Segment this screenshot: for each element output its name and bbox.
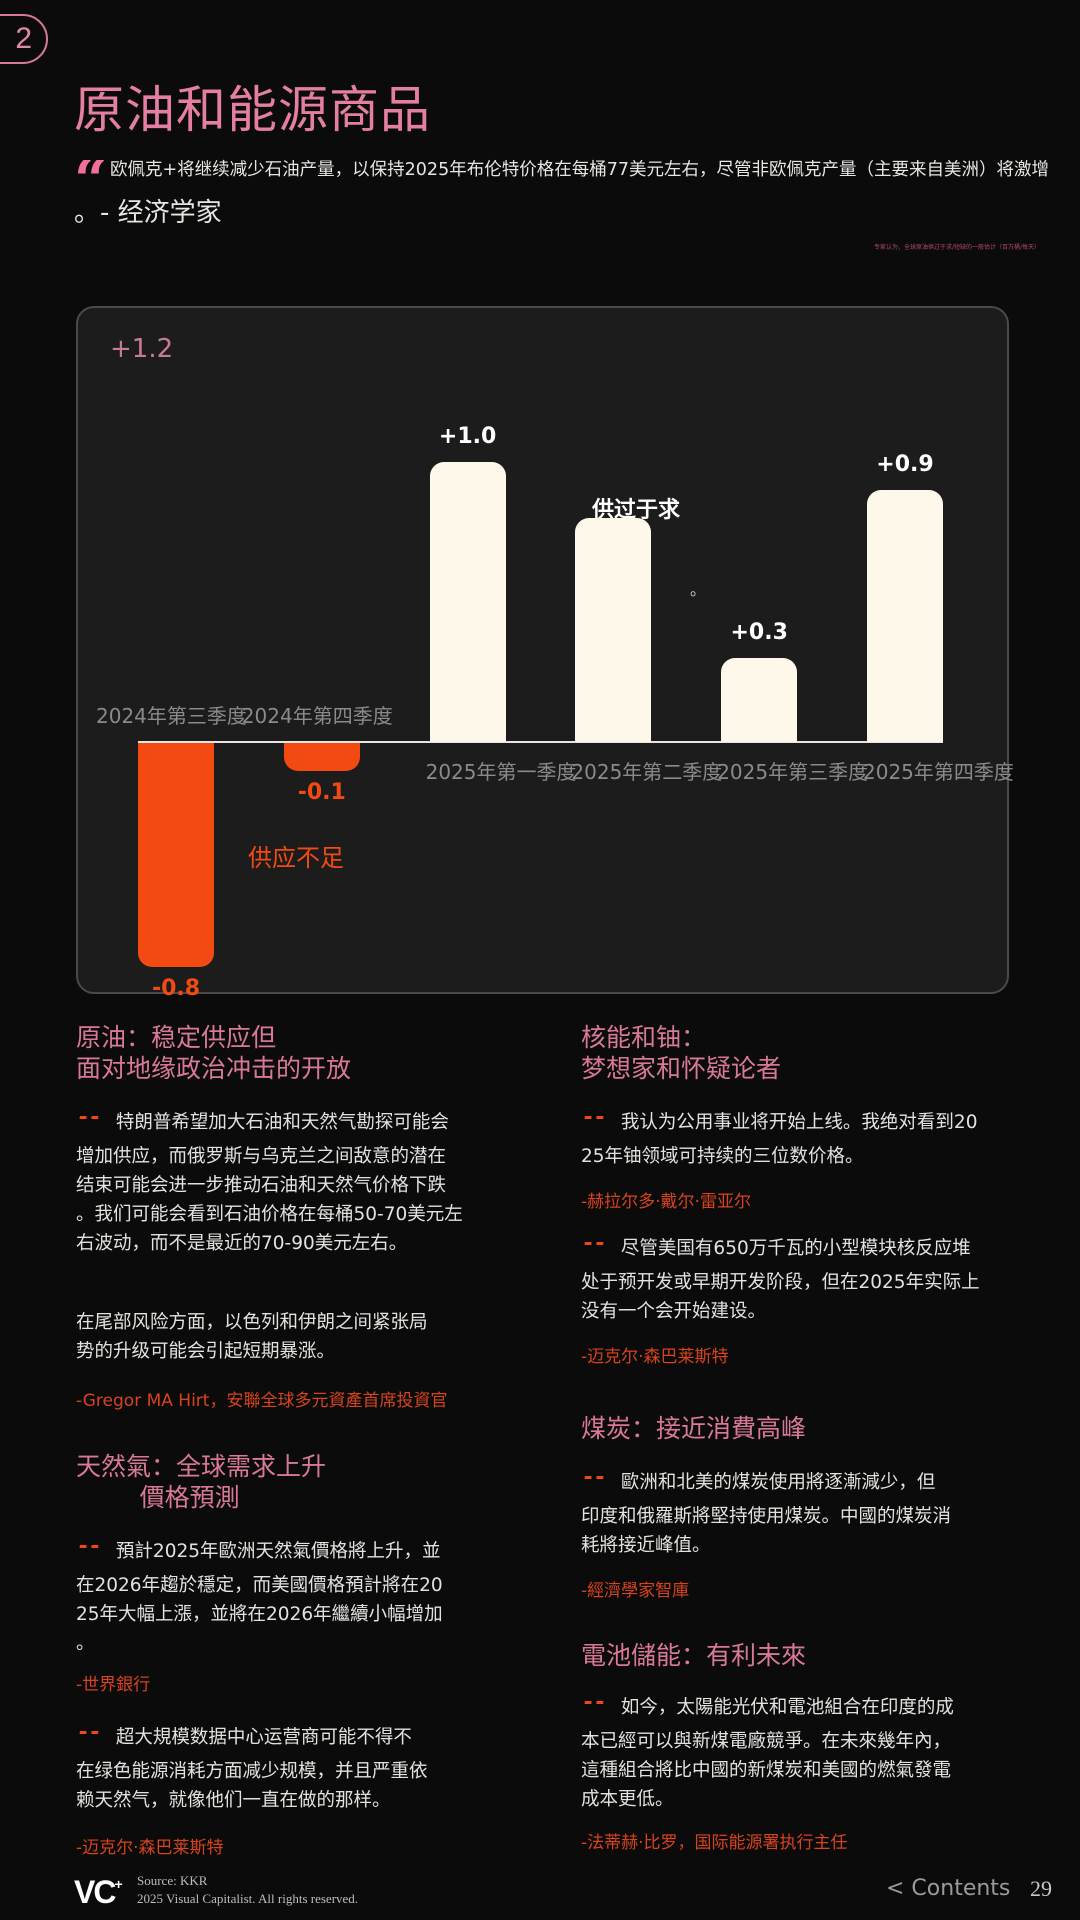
bar-2: [283, 743, 360, 771]
quote-icon: “: [581, 1701, 611, 1727]
source-text: Source: KKR: [137, 1873, 208, 1888]
attribution: -Gregor MA Hirt，安聯全球多元資產首席投資官: [76, 1391, 448, 1411]
quote-body: “我认为公用事业将开始上线。我绝对看到20 25年铀领域可持续的三位数价格。: [581, 1112, 978, 1167]
section-gas: 天然氣：全球需求上升 價格預測 “預計2025年歐洲天然氣價格將上升，並 在20…: [76, 1451, 546, 1858]
section-heading: 天然氣：全球需求上升 價格預測: [76, 1452, 327, 1512]
category-label: 2025年第一季度: [425, 760, 577, 784]
section-coal: 煤炭：接近消費高峰 “歐洲和北美的煤炭使用將逐漸減少，但 印度和俄羅斯將堅持使用…: [581, 1413, 1051, 1601]
bar-1: [138, 743, 214, 967]
value-label: +0.3: [730, 620, 788, 645]
quote-body: “超大規模数据中心运营商可能不得不 在绿色能源消耗方面减少规模，并且严重依 赖天…: [76, 1727, 428, 1811]
attribution: -迈克尔·森巴莱斯特: [76, 1838, 224, 1858]
value-label: -0.1: [297, 780, 346, 805]
bar-chart: +1.2 供过于求 。 供应不足 -0.8 2024年第三季度 -0.1 2024年第…: [96, 334, 1014, 1001]
bar-5: [721, 658, 798, 742]
quote-body: “特朗普希望加大石油和天然气勘探可能会 增加供应，而俄罗斯与乌克兰之间敌意的潜在…: [76, 1112, 463, 1254]
footer-source: Source: KKR 2025 Visual Capitalist. All …: [137, 1872, 358, 1908]
copyright-text: 2025 Visual Capitalist. All rights reser…: [137, 1891, 359, 1906]
attribution: -世界銀行: [76, 1675, 151, 1695]
page-badge: 2: [0, 14, 48, 64]
chart-card: [76, 306, 1009, 994]
quote-body: “預計2025年歐洲天然氣價格將上升，並 在2026年趨於穩定，而美國價格預計將…: [76, 1541, 443, 1654]
section-heading: 原油：稳定供应但 面对地缘政治冲击的开放: [76, 1023, 352, 1083]
chart-note: 专家认为，全球原油供过于求/短缺的一般估计（百万桶/每天）: [874, 244, 1041, 251]
category-label: 2024年第四季度: [241, 704, 393, 728]
value-label: -0.8: [151, 976, 201, 1001]
bar-3: [429, 462, 506, 742]
attribution: -赫拉尔多·戴尔·雷亚尔: [581, 1192, 751, 1212]
deficit-label: 供应不足: [248, 844, 344, 872]
quote-icon: “: [76, 1116, 106, 1142]
quote-body: “如今，太陽能光伏和電池組合在印度的成 本已經可以與新煤電廠競爭。在未來幾年內，…: [581, 1697, 954, 1810]
quote-body: “尽管美国有650万千瓦的小型模块核反应堆 处于预开发或早期开发阶段，但在202…: [581, 1238, 980, 1322]
quote-body: “歐洲和北美的煤炭使用將逐漸減少，但 印度和俄羅斯將堅持使用煤炭。中國的煤炭消 …: [581, 1472, 952, 1556]
section-heading: 電池儲能：有利未來: [581, 1641, 807, 1670]
paragraph: 在尾部风险方面，以色列和伊朗之间紧张局 势的升级可能会引起短期暴涨。: [76, 1312, 428, 1362]
top-quote-text: 欧佩克+将继续减少石油产量，以保持2025年布伦特价格在每桶77美元左右，尽管非…: [110, 160, 1049, 180]
category-label: 2025年第二季度: [571, 760, 723, 784]
section-battery: 電池儲能：有利未來 “如今，太陽能光伏和電池組合在印度的成 本已經可以與新煤電廠…: [581, 1640, 1051, 1853]
quote-icon: “: [581, 1116, 611, 1142]
top-left-label: +1.2: [110, 334, 174, 364]
stray-mark: 。: [690, 580, 707, 599]
quote-icon: “: [581, 1476, 611, 1502]
x-axis-baseline: [138, 741, 943, 743]
value-label: +1.0: [438, 424, 497, 449]
contents-link[interactable]: < Contents: [886, 1876, 1011, 1901]
category-label: 2025年第四季度: [863, 760, 1014, 784]
quote-icon: “: [76, 1731, 106, 1757]
bar-4: [575, 518, 652, 742]
section-oil: 原油：稳定供应但 面对地缘政治冲击的开放 “特朗普希望加大石油和天然气勘探可能会…: [76, 1022, 546, 1411]
section-heading: 核能和铀： 梦想家和怀疑论者: [581, 1023, 782, 1083]
quote-icon: “: [76, 1545, 106, 1571]
quote-icon: “: [74, 160, 107, 192]
logo: VC+: [74, 1874, 123, 1910]
section-heading: 煤炭：接近消費高峰: [581, 1414, 807, 1443]
section-nuclear: 核能和铀： 梦想家和怀疑论者 “我认为公用事业将开始上线。我绝对看到20 25年…: [581, 1022, 1051, 1367]
value-label: +0.9: [876, 452, 934, 477]
attribution: -法蒂赫·比罗，国际能源署执行主任: [581, 1833, 848, 1853]
page-number: 29: [1030, 1876, 1052, 1901]
attribution: -迈克尔·森巴莱斯特: [581, 1347, 729, 1367]
category-label: 2025年第三季度: [717, 760, 869, 784]
attribution: -經濟學家智庫: [581, 1581, 690, 1601]
quote-icon: “: [581, 1242, 611, 1268]
category-label: 2024年第三季度: [96, 704, 247, 728]
bar-6: [867, 490, 943, 742]
page-title: 原油和能源商品: [74, 81, 431, 139]
top-quote-attribution: 。- 经济学家: [74, 198, 222, 228]
